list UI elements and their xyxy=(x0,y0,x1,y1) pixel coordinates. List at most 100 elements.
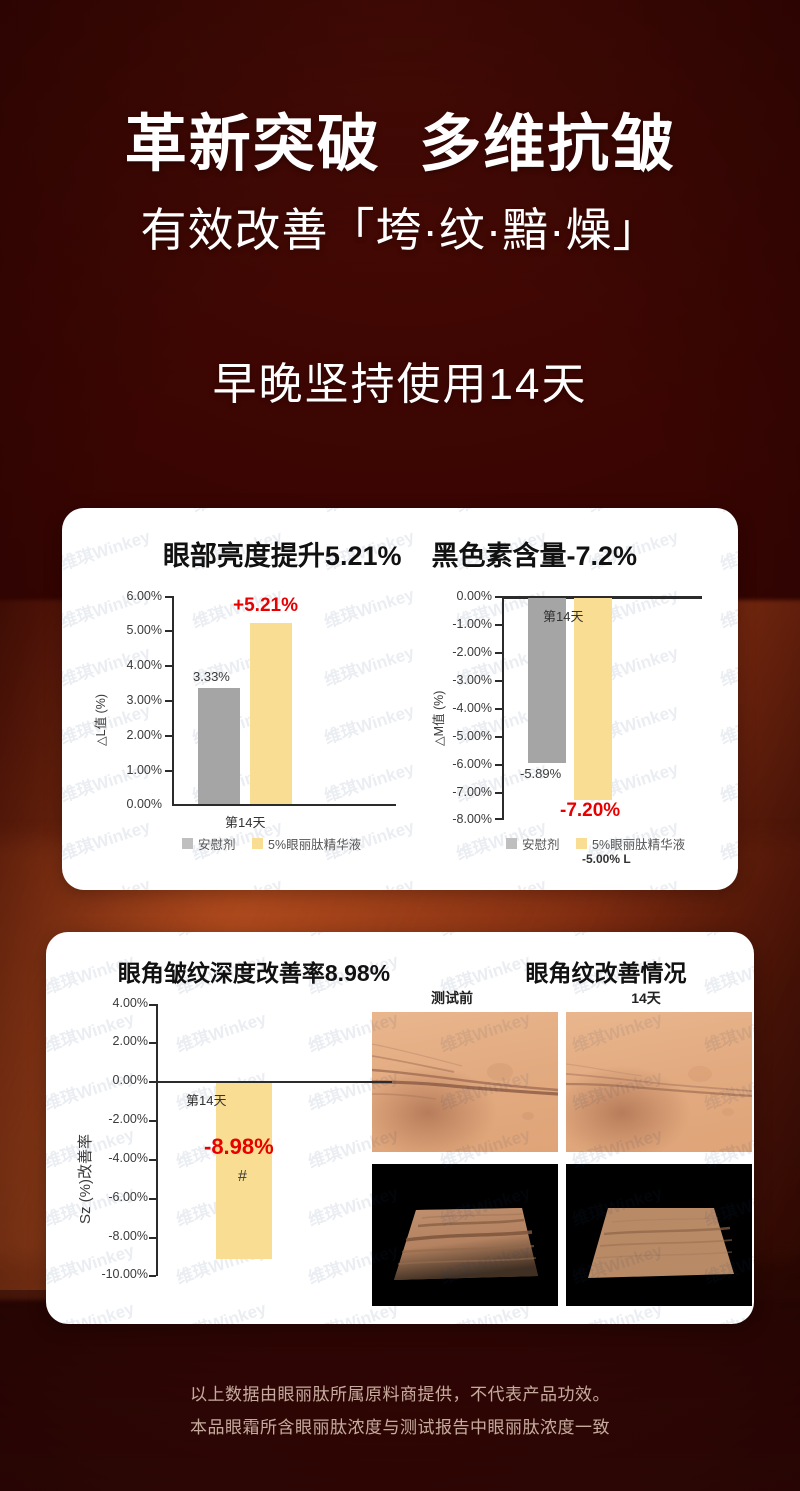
chart-brightness-tick-label: 5.00% xyxy=(126,623,162,637)
chart-wrinkle-tick xyxy=(149,1120,156,1122)
chart-melanin-tick xyxy=(495,596,502,598)
chart-melanin-tick xyxy=(495,764,502,766)
legend-swatch-grey-icon xyxy=(182,838,193,849)
watermark-text: 维琪Winkey xyxy=(62,870,153,890)
card1-title: 眼部亮度提升5.21% 黑色素含量-7.2% xyxy=(162,541,638,571)
chart-brightness-category: 第14天 xyxy=(225,815,266,830)
watermark-text: 维琪Winkey xyxy=(584,870,681,890)
chart-wrinkle-significance-marker: # xyxy=(238,1168,247,1185)
watermark-text: 维琪Winkey xyxy=(568,932,665,941)
chart-melanin-tick-label: -5.00% xyxy=(452,729,492,743)
chart-melanin-bar-product xyxy=(574,598,612,800)
chart-wrinkle-tick-label: -4.00% xyxy=(108,1151,148,1165)
chart-wrinkle-tick xyxy=(149,1081,156,1083)
chart-brightness-tick-label: 4.00% xyxy=(126,658,162,672)
chart-wrinkle-tick-label: 4.00% xyxy=(112,996,148,1010)
headline-usage-days: 早晚坚持使用14天 xyxy=(212,360,588,410)
chart-card-wrinkle: 维琪Winkey 维琪Winkey 维琪Winkey 维琪Winkey 维琪Winkey… xyxy=(46,932,754,1324)
watermark-text: 维琪Winkey xyxy=(172,932,269,941)
chart-brightness-x-axis xyxy=(172,804,396,806)
chart-brightness-legend-product: 5%眼丽肽精华液 xyxy=(252,834,361,853)
watermark-text: 维琪Winkey xyxy=(436,932,533,941)
chart-melanin-tick-label: -3.00% xyxy=(452,673,492,687)
chart-brightness-tick xyxy=(165,770,172,772)
chart-wrinkle-ylabel: Sz (%)改善率 xyxy=(77,1133,94,1224)
chart-melanin-legend-product: 5%眼丽肽精华液 xyxy=(576,834,685,853)
chart-brightness-tick-label: 6.00% xyxy=(126,589,162,603)
chart-wrinkle-bar-product xyxy=(216,1083,272,1259)
chart-wrinkle-sz: Sz (%)改善率 4.00% 2.00% 0.00% -2.00% -4.00… xyxy=(56,994,392,1314)
chart-brightness-legend-placebo: 安慰剂 xyxy=(182,834,236,853)
footer-line-1: 以上数据由眼丽肽所属原料商提供，不代表产品功效。 xyxy=(190,1385,610,1404)
chart-brightness-tick-label: 3.00% xyxy=(126,693,162,707)
chart-brightness-tick xyxy=(165,596,172,598)
chart-wrinkle-tick xyxy=(149,1004,156,1006)
photo-label-after: 14天 xyxy=(631,990,661,1006)
chart-melanin-tick-label: -4.00% xyxy=(452,701,492,715)
legend-label-placebo: 安慰剂 xyxy=(522,838,560,852)
footer-line-2: 本品眼霜所含眼丽肽浓度与测试报告中眼丽肽浓度一致 xyxy=(190,1418,610,1438)
chart-wrinkle-y-axis xyxy=(156,1004,158,1276)
chart-melanin-tick xyxy=(495,652,502,654)
legend-label-product: 5%眼丽肽精华液 xyxy=(268,838,362,852)
chart-melanin-tick-label: 0.00% xyxy=(456,589,492,603)
chart-melanin-clipped-fragment: -5.00% L xyxy=(582,852,631,866)
skin-3d-mesh-after-icon xyxy=(588,1208,734,1278)
chart-wrinkle-tick-label: -6.00% xyxy=(108,1190,148,1204)
card2-title-right: 眼角纹改善情况 xyxy=(525,960,687,986)
chart-brightness-bar-product xyxy=(250,623,292,804)
chart-brightness-tick xyxy=(165,700,172,702)
watermark-text: 维琪Winkey xyxy=(452,508,549,517)
skin-texture xyxy=(566,1012,752,1152)
chart-wrinkle-category: 第14天 xyxy=(186,1093,227,1108)
watermark-text: 维琪Winkey xyxy=(320,508,417,517)
watermark-text: 维琪Winkey xyxy=(584,508,681,517)
chart-wrinkle-tick xyxy=(149,1042,156,1044)
legend-swatch-yellow-icon xyxy=(252,838,263,849)
chart-melanin-tick-label: -2.00% xyxy=(452,645,492,659)
headline-block: 革新突破 多维抗皱 有效改善「垮·纹·黯·燥」 早晚坚持使用14天 xyxy=(0,108,800,412)
chart-brightness-value-placebo: 3.33% xyxy=(193,669,230,684)
chart-melanin-tick xyxy=(495,680,502,682)
chart-melanin: △M值 (%) 0.00% -1.00% -2.00% -3.00% -4.00… xyxy=(410,586,730,866)
watermark-text: 维琪Winkey xyxy=(188,508,285,517)
chart-wrinkle-tick xyxy=(149,1275,156,1277)
legend-label-placebo: 安慰剂 xyxy=(198,838,236,852)
chart-melanin-x-axis-top xyxy=(502,596,702,599)
chart-melanin-legend-placebo: 安慰剂 xyxy=(506,834,560,853)
chart-melanin-tick xyxy=(495,736,502,738)
chart-brightness-tick xyxy=(165,665,172,667)
photo-after-skin-macro xyxy=(566,1012,752,1152)
skin-3d-mesh-before-icon xyxy=(394,1208,538,1280)
chart-melanin-tick xyxy=(495,792,502,794)
chart-wrinkle-tick xyxy=(149,1159,156,1161)
chart-melanin-bar-placebo xyxy=(528,598,566,763)
photo-after-3d-render xyxy=(566,1164,752,1306)
chart-melanin-tick-label: -1.00% xyxy=(452,617,492,631)
legend-swatch-grey-icon xyxy=(506,838,517,849)
chart-melanin-y-axis xyxy=(502,596,504,820)
chart-brightness-bar-placebo xyxy=(198,688,240,804)
chart-brightness-tick xyxy=(165,735,172,737)
chart-card-brightness-melanin: 维琪Winkey 维琪Winkey 维琪Winkey 维琪Winkey 维琪Winkey… xyxy=(62,508,738,890)
chart-melanin-tick xyxy=(495,818,502,820)
chart-wrinkle-tick-label: -2.00% xyxy=(108,1112,148,1126)
watermark-text: 维琪Winkey xyxy=(452,870,549,890)
watermark-text: 维琪Winkey xyxy=(188,870,285,890)
chart-wrinkle-tick-label: -10.00% xyxy=(101,1267,148,1281)
watermark-text: 维琪Winkey xyxy=(320,870,417,890)
chart-brightness: △L值 (%) 6.00% 5.00% 4.00% 3.00% 2.00% 1.… xyxy=(80,586,410,852)
watermark-text: 维琪Winkey xyxy=(62,508,153,517)
chart-brightness-tick-label: 1.00% xyxy=(126,763,162,777)
chart-melanin-tick-label: -6.00% xyxy=(452,757,492,771)
chart-melanin-tick xyxy=(495,708,502,710)
chart-brightness-y-axis xyxy=(172,596,174,806)
chart-melanin-tick-label: -8.00% xyxy=(452,812,492,826)
chart-brightness-tick-label: 0.00% xyxy=(126,797,162,811)
watermark-text: 维琪Winkey xyxy=(46,932,137,941)
chart-brightness-tick xyxy=(165,630,172,632)
photo-before-skin-macro xyxy=(372,1012,558,1152)
chart-wrinkle-zero-line xyxy=(156,1081,392,1083)
chart-wrinkle-value-product: -8.98% xyxy=(204,1134,274,1159)
chart-brightness-value-product: +5.21% xyxy=(233,595,298,616)
